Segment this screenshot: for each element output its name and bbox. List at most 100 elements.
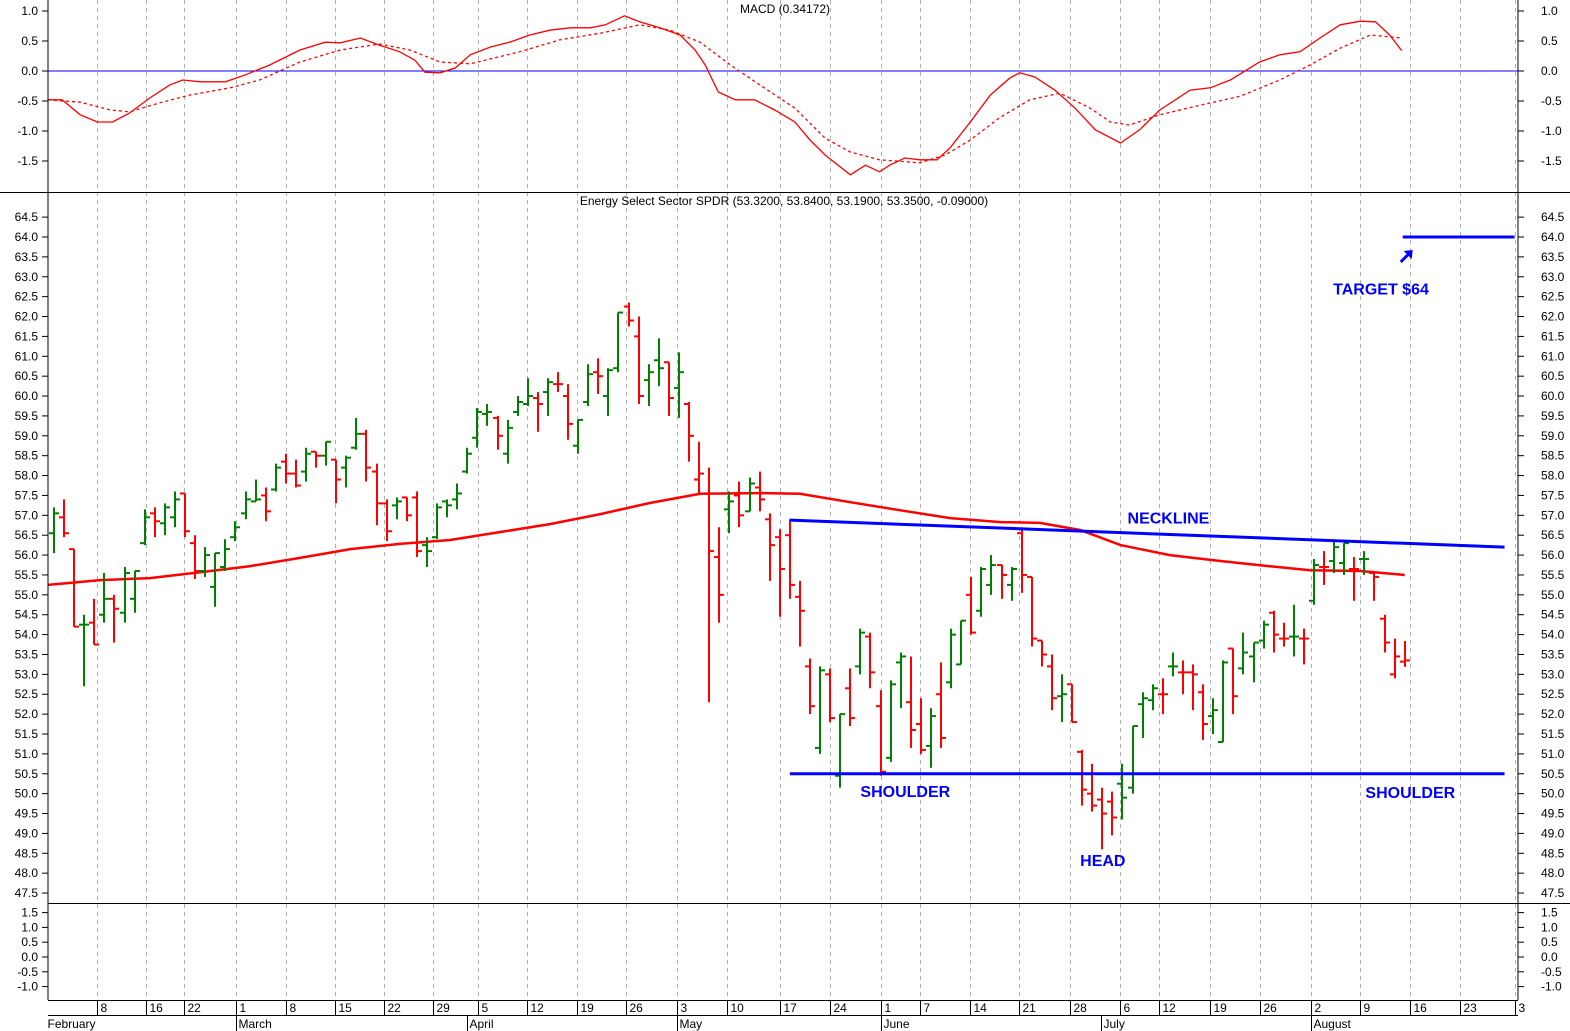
- ohlc-bar: [1148, 684, 1158, 711]
- ohlc-bar: [79, 614, 89, 687]
- ohlc-bar: [382, 499, 392, 542]
- xtick-week-label: 26: [630, 1001, 644, 1015]
- ohlc-bar: [1007, 567, 1017, 601]
- ohlc-bar: [1309, 559, 1319, 605]
- ohlc-bar: [674, 352, 684, 418]
- ohlc-bar: [1107, 791, 1117, 836]
- ohlc-bar: [704, 467, 714, 703]
- price-ytick-left: 59.0: [15, 429, 39, 443]
- price-ytick-left: 52.0: [15, 707, 39, 721]
- ohlc-bar: [1168, 652, 1178, 677]
- price-ytick-left: 60.0: [15, 389, 39, 403]
- ohlc-bar: [241, 491, 251, 520]
- ohlc-bar: [795, 580, 805, 647]
- ohlc-bar: [1218, 660, 1228, 743]
- xtick-month-label: July: [1104, 1017, 1125, 1031]
- ohlc-bar: [59, 499, 69, 538]
- price-ytick-right: 50.0: [1541, 787, 1565, 801]
- xtick-week-label: 1: [885, 1001, 892, 1015]
- ohlc-bar: [89, 598, 99, 646]
- price-ytick-right: 56.0: [1541, 548, 1565, 562]
- macd-ytick-right: -1.5: [1541, 154, 1562, 168]
- ohlc-bar: [1269, 610, 1279, 653]
- price-ytick-right: 63.0: [1541, 270, 1565, 284]
- price-ytick-left: 63.5: [15, 250, 39, 264]
- ohlc-bar: [321, 440, 331, 466]
- lower-ytick-right: 1.0: [1541, 920, 1558, 934]
- ohlc-bar: [886, 680, 896, 762]
- price-ytick-right: 61.0: [1541, 349, 1565, 363]
- xtick-week-label: 15: [339, 1001, 353, 1015]
- price-ytick-left: 53.5: [15, 647, 39, 661]
- ohlc-bar: [493, 415, 503, 450]
- xtick-week-label: 16: [150, 1001, 164, 1015]
- ohlc-bar: [422, 537, 432, 568]
- macd-ytick-left: -1.0: [17, 124, 38, 138]
- ohlc-bar: [1249, 641, 1259, 683]
- price-ytick-right: 49.0: [1541, 826, 1565, 840]
- price-ytick-left: 51.0: [15, 747, 39, 761]
- xtick-week-label: 1: [240, 1001, 247, 1015]
- ohlc-bar: [1319, 551, 1329, 585]
- ohlc-bar: [1339, 542, 1349, 575]
- price-ytick-left: 54.0: [15, 628, 39, 642]
- ohlc-bar: [876, 690, 886, 776]
- price-ytick-left: 58.0: [15, 469, 39, 483]
- price-ytick-right: 62.5: [1541, 290, 1565, 304]
- ohlc-bar: [976, 567, 986, 617]
- ohlc-bar: [855, 628, 865, 675]
- ohlc-bar: [69, 548, 79, 628]
- ohlc-bar: [543, 378, 553, 416]
- ohlc-bar: [986, 555, 996, 595]
- ohlc-bar: [523, 378, 533, 406]
- ohlc-bar: [1279, 622, 1289, 647]
- price-ytick-right: 47.5: [1541, 886, 1565, 900]
- ohlc-bar: [432, 503, 442, 540]
- ohlc-bar: [684, 402, 694, 462]
- ohlc-bar: [906, 656, 916, 748]
- price-ytick-right: 59.5: [1541, 409, 1565, 423]
- price-ytick-left: 61.0: [15, 349, 39, 363]
- ohlc-bar: [180, 492, 190, 538]
- price-ytick-right: 52.0: [1541, 707, 1565, 721]
- price-ytick-left: 62.5: [15, 290, 39, 304]
- macd-ytick-left: 1.0: [21, 4, 38, 18]
- ohlc-bar: [372, 463, 382, 526]
- macd-ytick-right: -1.0: [1541, 124, 1562, 138]
- ohlc-bar: [563, 384, 573, 440]
- ohlc-bar: [261, 487, 271, 522]
- xtick-month-label: March: [239, 1017, 272, 1031]
- price-ytick-right: 51.5: [1541, 727, 1565, 741]
- price-ytick-right: 53.5: [1541, 647, 1565, 661]
- ohlc-bar: [966, 576, 976, 635]
- price-ytick-left: 58.5: [15, 449, 39, 463]
- xtick-week-label: 12: [531, 1001, 545, 1015]
- ohlc-bar: [1208, 698, 1218, 734]
- ohlc-bar: [503, 419, 513, 464]
- price-ytick-right: 63.5: [1541, 250, 1565, 264]
- ohlc-bar: [1359, 551, 1369, 575]
- ohlc-bar: [1138, 692, 1148, 738]
- price-ytick-right: 52.5: [1541, 687, 1565, 701]
- ohlc-bar: [361, 429, 371, 482]
- lower-ytick-left: -1.0: [17, 980, 38, 994]
- xtick-week-label: 16: [1414, 1001, 1428, 1015]
- price-ytick-left: 47.5: [15, 886, 39, 900]
- ohlc-bar: [412, 491, 422, 558]
- ohlc-bar: [1228, 647, 1238, 715]
- price-ytick-right: 56.5: [1541, 528, 1565, 542]
- macd-panel: MACD (0.34172) 1.0 1.0 0.5 0.5 0.0 0.0 -0.5 -0.…: [17, 2, 1562, 176]
- ohlc-bar: [281, 453, 291, 484]
- ohlc-bar: [1380, 614, 1390, 653]
- xtick-month-label: April: [470, 1017, 494, 1031]
- macd-ytick-right: 0.5: [1541, 34, 1558, 48]
- price-ytick-right: 59.0: [1541, 429, 1565, 443]
- ohlc-bar: [513, 396, 523, 416]
- ohlc-bar: [1087, 763, 1097, 812]
- xtick-month-label: June: [884, 1017, 910, 1031]
- xtick-week-label: 22: [188, 1001, 202, 1015]
- ohlc-bar: [150, 507, 160, 538]
- xtick-week-label: 3: [681, 1001, 688, 1015]
